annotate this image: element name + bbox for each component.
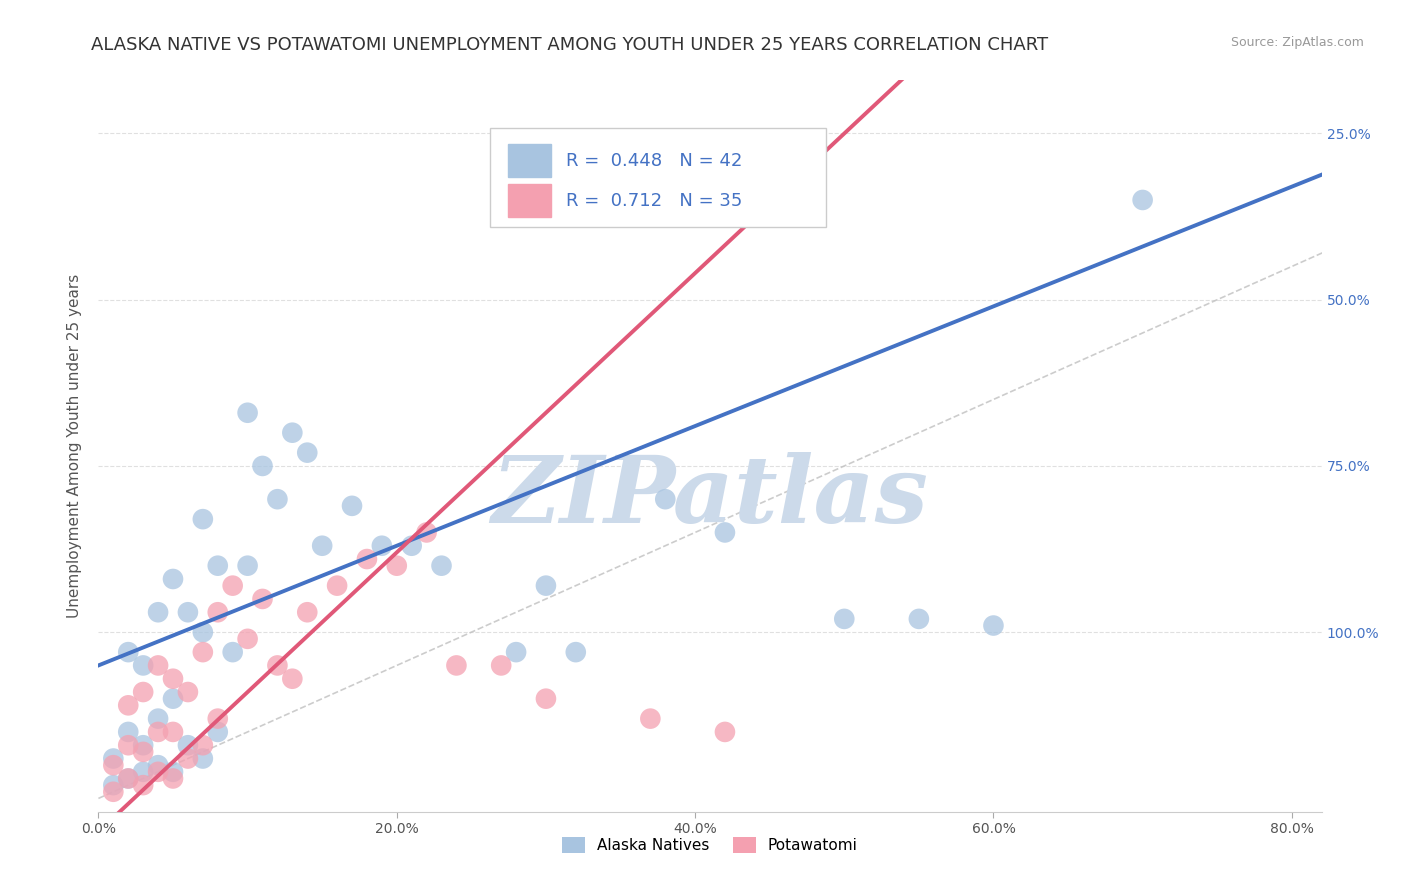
Point [132,745,155,759]
FancyBboxPatch shape [508,144,551,177]
Point [505,645,527,659]
Point [311,539,333,553]
Point [207,558,229,573]
Point [132,764,155,779]
Text: ALASKA NATIVE VS POTAWATOMI UNEMPLOYMENT AMONG YOUTH UNDER 25 YEARS CORRELATION : ALASKA NATIVE VS POTAWATOMI UNEMPLOYMENT… [91,36,1049,54]
Point [489,658,512,673]
Point [340,499,363,513]
Point [207,605,229,619]
Point [191,751,214,765]
FancyBboxPatch shape [489,128,827,227]
Point [191,512,214,526]
Point [103,785,125,799]
Point [162,672,184,686]
Point [326,579,349,593]
Y-axis label: Unemployment Among Youth under 25 years: Unemployment Among Youth under 25 years [67,274,83,618]
Point [162,691,184,706]
Point [132,685,155,699]
Point [446,658,468,673]
Point [146,605,169,619]
Point [371,539,394,553]
Point [146,758,169,772]
Point [401,539,423,553]
Point [534,691,557,706]
Point [132,778,155,792]
Point [103,758,125,772]
Point [146,764,169,779]
Point [297,445,319,459]
Point [117,772,139,786]
Point [146,712,169,726]
Point [236,558,259,573]
Text: R =  0.448   N = 42: R = 0.448 N = 42 [565,152,742,169]
Point [146,725,169,739]
Point [103,778,125,792]
Point [714,725,737,739]
Legend: Alaska Natives, Potawatomi: Alaska Natives, Potawatomi [557,830,863,859]
Point [832,612,855,626]
Point [117,738,139,752]
Text: ZIPatlas: ZIPatlas [492,452,928,542]
Point [236,632,259,646]
Point [177,685,200,699]
Point [266,658,288,673]
Point [1132,193,1154,207]
Point [430,558,453,573]
Point [654,492,676,507]
Text: R =  0.712   N = 35: R = 0.712 N = 35 [565,192,742,210]
Point [177,605,200,619]
Point [415,525,437,540]
Point [297,605,319,619]
Point [281,672,304,686]
Point [191,645,214,659]
Point [252,591,274,606]
Point [117,772,139,786]
Point [117,645,139,659]
Point [117,725,139,739]
Point [252,458,274,473]
Point [221,645,243,659]
Point [146,658,169,673]
Point [640,712,662,726]
Point [207,725,229,739]
Point [356,552,378,566]
Point [281,425,304,440]
Point [162,572,184,586]
Point [266,492,288,507]
Text: Source: ZipAtlas.com: Source: ZipAtlas.com [1230,36,1364,49]
Point [385,558,408,573]
Point [162,764,184,779]
Point [221,579,243,593]
FancyBboxPatch shape [508,184,551,217]
Point [534,579,557,593]
Point [908,612,931,626]
Point [177,751,200,765]
Point [714,525,737,540]
Point [132,658,155,673]
Point [162,725,184,739]
Point [983,618,1005,632]
Point [132,738,155,752]
Point [103,751,125,765]
Point [191,738,214,752]
Point [207,712,229,726]
Point [191,625,214,640]
Point [565,645,588,659]
Point [177,738,200,752]
Point [117,698,139,713]
Point [162,772,184,786]
Point [236,406,259,420]
